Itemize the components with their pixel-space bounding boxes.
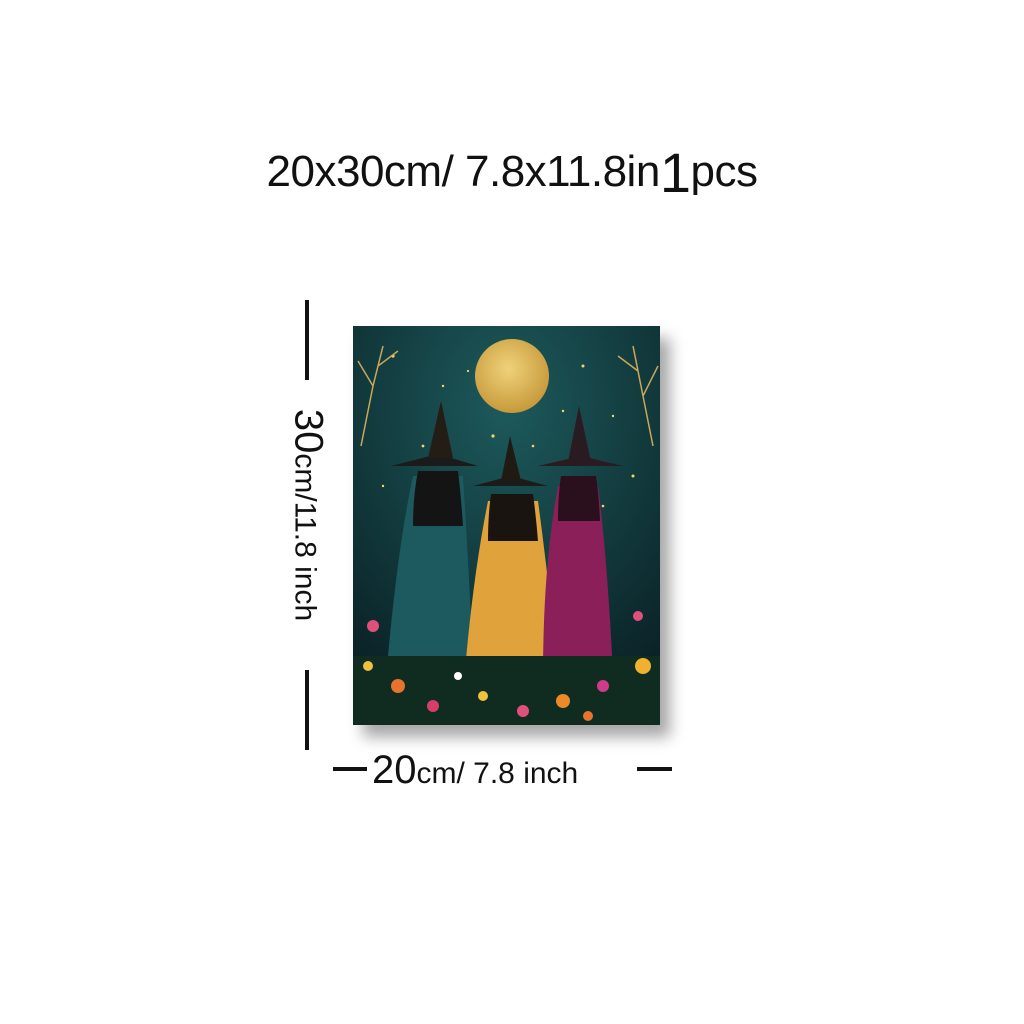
- quantity-unit: pcs: [690, 147, 758, 196]
- width-unit: cm/ 7.8 inch: [416, 757, 579, 790]
- height-dimension-line-top: [305, 300, 309, 380]
- width-dimension-line-right: [637, 767, 672, 771]
- witches-painting: [353, 326, 660, 725]
- canvas-artwork: [353, 326, 660, 725]
- width-value: 20: [372, 748, 417, 792]
- quantity-number: 1: [659, 141, 691, 204]
- height-dimension-label: 30cm/11.8 inch: [286, 409, 331, 621]
- product-size-title: 20x30cm/ 7.8x11.8in1pcs: [0, 140, 1024, 205]
- height-value: 30: [286, 408, 331, 454]
- witch-magenta: [538, 406, 623, 676]
- width-dimension-line-left: [333, 767, 367, 771]
- full-moon: [475, 339, 549, 413]
- width-dimension-label: 20cm/ 7.8 inch: [372, 748, 578, 793]
- bare-trees: [357, 345, 659, 447]
- height-dimension-line-bottom: [305, 670, 309, 750]
- stars: [381, 354, 635, 508]
- size-text: 20x30cm/ 7.8x11.8in: [266, 147, 661, 196]
- witch-teal: [388, 401, 478, 656]
- flower-meadow: [353, 656, 660, 725]
- witch-orange: [465, 436, 558, 671]
- wildflowers: [363, 611, 651, 721]
- height-unit: cm/11.8 inch: [288, 453, 322, 622]
